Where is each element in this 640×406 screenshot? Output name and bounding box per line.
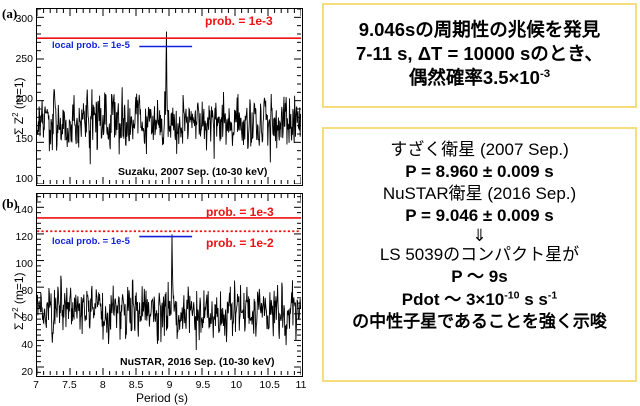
suzaku-mission-line: すざく衛星 (2007 Sep.)	[390, 140, 569, 159]
panel-b-ytick-label: 100	[15, 258, 33, 270]
panel-a-tag: (a)	[2, 6, 18, 21]
panel-b-ytick-label: 40	[21, 339, 33, 351]
chance-prob-text: 偶然確率3.5×10	[408, 67, 540, 89]
xtick-label: 10.5	[259, 379, 280, 391]
panel-b-ytick-label: 80	[21, 285, 33, 297]
nustar-mission-line: NuSTAR衛星 (2016 Sep.)	[382, 184, 577, 204]
panel-b-local-prob-label: local prob. = 1e-5	[52, 236, 130, 247]
pdot-units-exponent: -1	[547, 288, 558, 301]
panel-a-ytick-label: 150	[15, 133, 33, 145]
panel-b-prob-1e-2-label: prob. = 1e-2	[206, 236, 274, 250]
panel-b-periodogram-svg	[37, 194, 301, 375]
xtick-label: 8.5	[128, 379, 144, 391]
pdot-estimate-line: Pdot ～ 3×10-10 s s-1	[324, 289, 635, 311]
periodogram-figure: (a) (b) Σ Z2 (m=1) Σ Z2 (m=1) 300 250 20…	[0, 0, 318, 406]
detection-line-1: 9.046sの周期性の兆候を発見	[358, 19, 601, 40]
panel-b-tag: (b)	[2, 196, 18, 211]
panel-b-caption: NuSTAR, 2016 Sep. (10-30 keV)	[120, 356, 275, 368]
xtick-label: 9	[166, 379, 173, 391]
panel-a-y-axis-label: Σ Z2 (m=1)	[11, 77, 26, 135]
xtick-label: 9.5	[195, 379, 211, 391]
compact-object-line: LS 5039のコンパクト星が	[379, 245, 580, 265]
panel-a-prob-1e-3-label: prob. = 1e-3	[205, 14, 273, 28]
panel-b-ytick-label: 60	[21, 312, 33, 324]
panel-a-ytick-label: 300	[15, 13, 33, 25]
neutron-star-conclusion-line: の中性子星であることを強く示唆	[352, 311, 607, 331]
xtick-label: 11	[295, 379, 307, 391]
detection-line-3: 偶然確率3.5×10-3	[324, 66, 635, 90]
period-estimate-line: P ～ 9s	[451, 267, 508, 287]
panel-b-ytick-label: 140	[15, 204, 33, 216]
panel-b-ytick-label: 20	[21, 366, 33, 378]
detection-line-2: 7-11 s, ΔT = 10000 sのとき、	[356, 43, 603, 65]
panel-b-ytick-label: 120	[15, 231, 33, 243]
panel-b-plot-area	[36, 193, 303, 377]
panel-a-local-prob-label: local prob. = 1e-5	[52, 40, 130, 51]
panel-a-plot-area	[36, 8, 303, 186]
suzaku-period-line: P = 8.960 ± 0.009 s	[405, 162, 554, 182]
pdot-exponent: -10	[504, 288, 520, 301]
xtick-label: 7	[33, 379, 39, 391]
panel-a-ytick-label: 250	[15, 53, 33, 65]
panel-a-caption: Suzaku, 2007 Sep. (10-30 keV)	[118, 166, 268, 178]
xtick-label: 10	[230, 379, 243, 391]
xtick-label: 8	[99, 379, 106, 391]
xtick-label: 7.5	[62, 379, 77, 391]
panel-a-ytick-label: 200	[15, 93, 33, 105]
panel-a-ytick-label: 100	[15, 173, 33, 185]
nustar-period-line: P = 9.046 ± 0.009 s	[405, 206, 554, 226]
y-axis-label-exponent: 2	[11, 112, 20, 117]
chance-prob-exponent: -3	[539, 67, 551, 80]
panel-b-prob-1e-3-label: prob. = 1e-3	[206, 205, 274, 219]
x-axis-label: Period (s)	[136, 391, 189, 405]
summary-box-conclusion: すざく衛星 (2007 Sep.) P = 8.960 ± 0.009 s Nu…	[322, 127, 637, 382]
pdot-units: s s	[519, 289, 548, 309]
summary-box-detection: 9.046sの周期性の兆候を発見 7-11 s, ΔT = 10000 sのとき…	[322, 3, 637, 108]
pdot-text: Pdot ～ 3×10	[401, 289, 505, 309]
panel-a-periodogram-svg	[37, 9, 301, 184]
down-arrow-icon: ⇓	[472, 226, 487, 246]
